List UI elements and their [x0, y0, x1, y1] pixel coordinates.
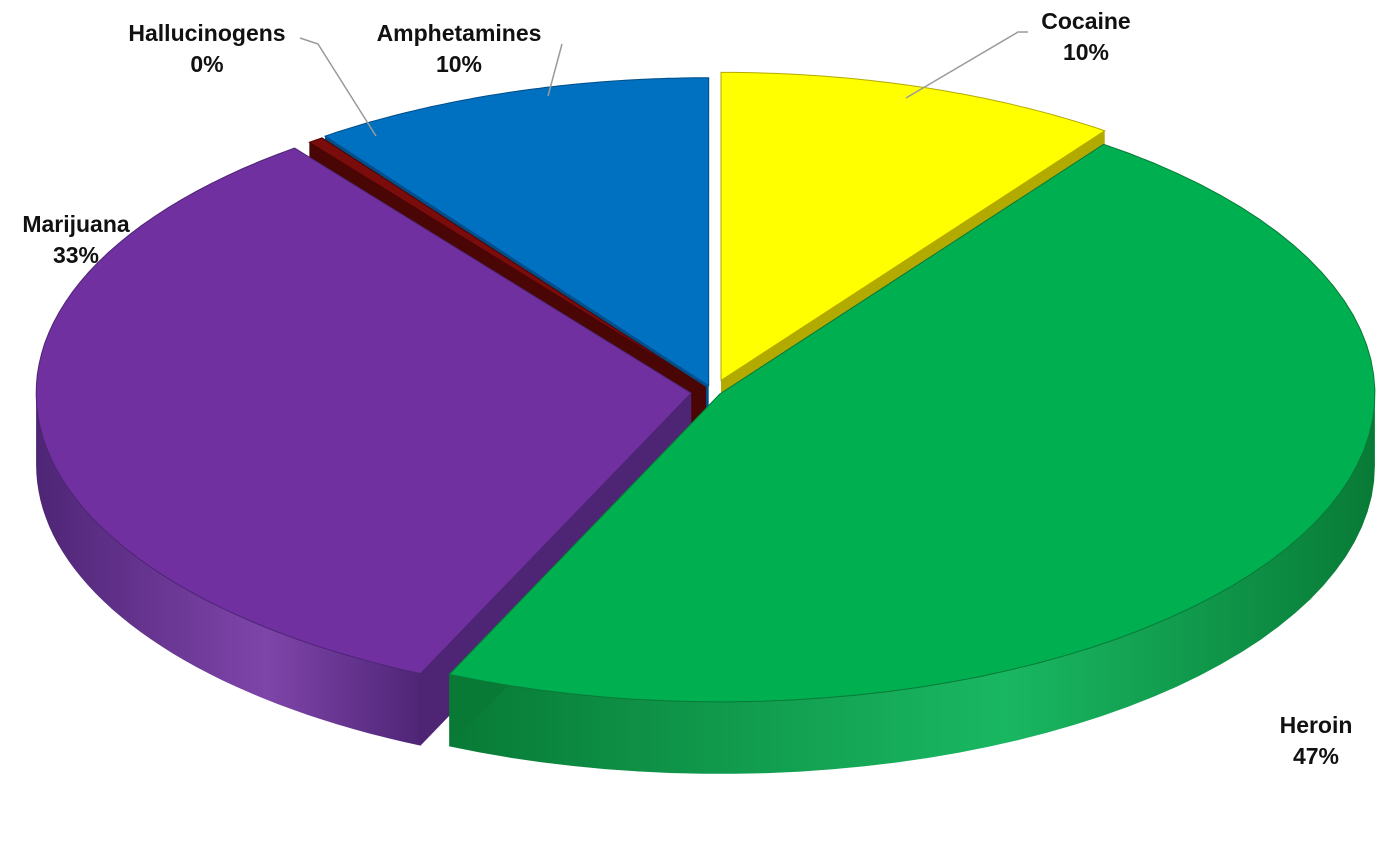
slice-value-hallucinogens: 0%	[190, 51, 224, 77]
pie-top-hallucinogens	[308, 137, 707, 388]
leader-line-cocaine	[905, 31, 1028, 99]
data-label-marijuana: Marijuana 33%	[6, 209, 146, 271]
data-label-hallucinogens: Hallucinogens 0%	[112, 18, 302, 80]
leader-line-amphetamines	[547, 43, 563, 97]
slice-value-cocaine: 10%	[1062, 39, 1110, 65]
slice-value-amphetamines: 10%	[435, 51, 483, 77]
data-label-cocaine: Cocaine 10%	[1028, 6, 1144, 68]
pie-slice-heroin	[448, 143, 1376, 774]
leader-line-hallucinogens	[299, 37, 377, 137]
slice-label-hallucinogens: Hallucinogens	[128, 20, 286, 46]
data-label-amphetamines: Amphetamines 10%	[356, 18, 562, 80]
slice-value-heroin: 47%	[1292, 743, 1340, 769]
slice-label-amphetamines: Amphetamines	[376, 20, 542, 46]
data-label-heroin: Heroin 47%	[1268, 710, 1364, 772]
pie-side-heroin	[449, 393, 1375, 774]
slice-label-heroin: Heroin	[1279, 712, 1353, 738]
pie-side-marijuana	[36, 393, 421, 746]
slice-label-cocaine: Cocaine	[1041, 8, 1131, 34]
pie-top-marijuana	[35, 147, 692, 675]
slice-value-marijuana: 33%	[52, 242, 100, 268]
slice-label-marijuana: Marijuana	[22, 211, 130, 237]
pie-top-amphetamines	[323, 77, 710, 387]
pie-top-heroin	[448, 143, 1376, 703]
